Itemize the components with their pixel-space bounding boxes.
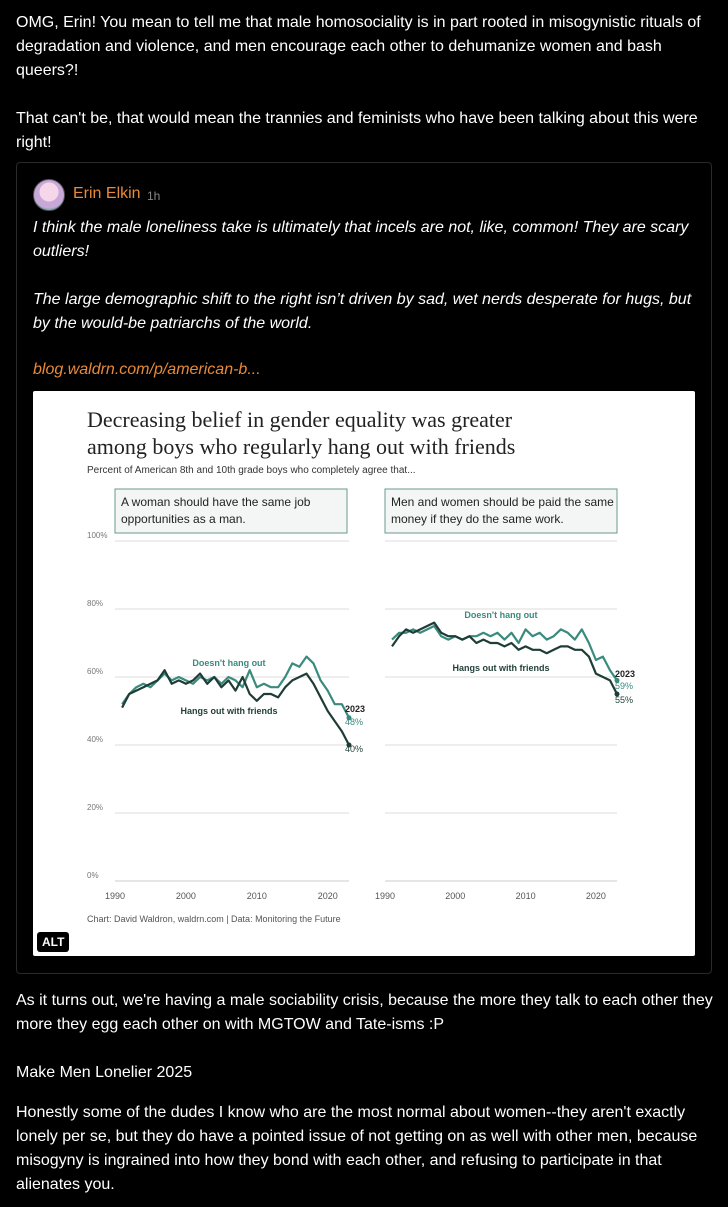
avatar[interactable] xyxy=(33,179,65,211)
y-tick-label: 0% xyxy=(87,871,99,880)
end-year-label: 2023 xyxy=(345,704,365,714)
x-tick-label: 2020 xyxy=(318,891,338,901)
chart-image[interactable]: Decreasing belief in gender equality was… xyxy=(33,391,695,956)
series-end-point xyxy=(346,715,352,721)
post-paragraph-5: Honestly some of the dudes I know who ar… xyxy=(16,1104,698,1193)
quote-text-2: The large demographic shift to the right… xyxy=(33,291,692,332)
chart-subtitle: Percent of American 8th and 10th grade b… xyxy=(87,465,416,476)
end-year-label: 2023 xyxy=(615,669,635,679)
series-label: Hangs out with friends xyxy=(180,706,277,716)
series-end-point xyxy=(614,677,620,683)
series-end-point xyxy=(614,691,620,697)
series-line xyxy=(121,669,350,746)
y-tick-label: 100% xyxy=(87,531,107,540)
x-tick-label: 2010 xyxy=(247,891,267,901)
quote-timestamp[interactable]: 1h xyxy=(147,189,161,203)
x-tick-label: 1990 xyxy=(105,891,125,901)
series-label: Hangs out with friends xyxy=(452,663,549,673)
x-tick-label: 2020 xyxy=(586,891,606,901)
panel-label-text: opportunities as a man. xyxy=(121,512,246,526)
chart-svg: Decreasing belief in gender equality was… xyxy=(87,407,635,924)
end-value-label: 55% xyxy=(615,695,633,705)
y-tick-label: 20% xyxy=(87,803,103,812)
alt-button[interactable]: ALT xyxy=(37,932,70,952)
end-value-label: 48% xyxy=(345,717,363,727)
panel-label-box xyxy=(384,488,618,534)
panel-label-text: money if they do the same work. xyxy=(391,512,564,526)
series-label: Doesn't hang out xyxy=(192,658,265,668)
chart-title-line-1: Decreasing belief in gender equality was… xyxy=(87,407,513,432)
quote-text-1: I think the male loneliness take is ulti… xyxy=(33,219,689,260)
panel-label-text: Men and women should be paid the same xyxy=(391,495,614,509)
chart-title-line-2: among boys who regularly hang out with f… xyxy=(87,434,515,459)
post-paragraph-4: Make Men Lonelier 2025 xyxy=(16,1064,193,1081)
quoted-post[interactable]: Erin Elkin 1h I think the male lonelines… xyxy=(16,162,712,974)
series-label: Doesn't hang out xyxy=(464,610,537,620)
end-value-label: 59% xyxy=(615,681,633,691)
y-tick-label: 40% xyxy=(87,735,103,744)
post-paragraph-3: As it turns out, we're having a male soc… xyxy=(16,992,713,1033)
quote-author[interactable]: Erin Elkin xyxy=(73,185,141,202)
end-value-label: 40% xyxy=(345,744,363,754)
series-end-point xyxy=(346,742,352,748)
panel-label-box xyxy=(114,488,348,534)
series-line xyxy=(391,621,618,695)
y-tick-label: 80% xyxy=(87,599,103,608)
y-tick-label: 60% xyxy=(87,667,103,676)
x-tick-label: 2010 xyxy=(516,891,536,901)
panel-label-text: A woman should have the same job xyxy=(121,495,311,509)
series-line xyxy=(391,624,618,682)
x-tick-label: 2000 xyxy=(176,891,196,901)
x-tick-label: 2000 xyxy=(445,891,465,901)
quote-link[interactable]: blog.waldrn.com/p/american-b... xyxy=(33,361,261,378)
post-paragraph-1: OMG, Erin! You mean to tell me that male… xyxy=(16,14,701,79)
post-paragraph-2: That can't be, that would mean the trann… xyxy=(16,110,698,151)
chart-source: Chart: David Waldron, waldrn.com | Data:… xyxy=(87,914,341,924)
x-tick-label: 1990 xyxy=(375,891,395,901)
